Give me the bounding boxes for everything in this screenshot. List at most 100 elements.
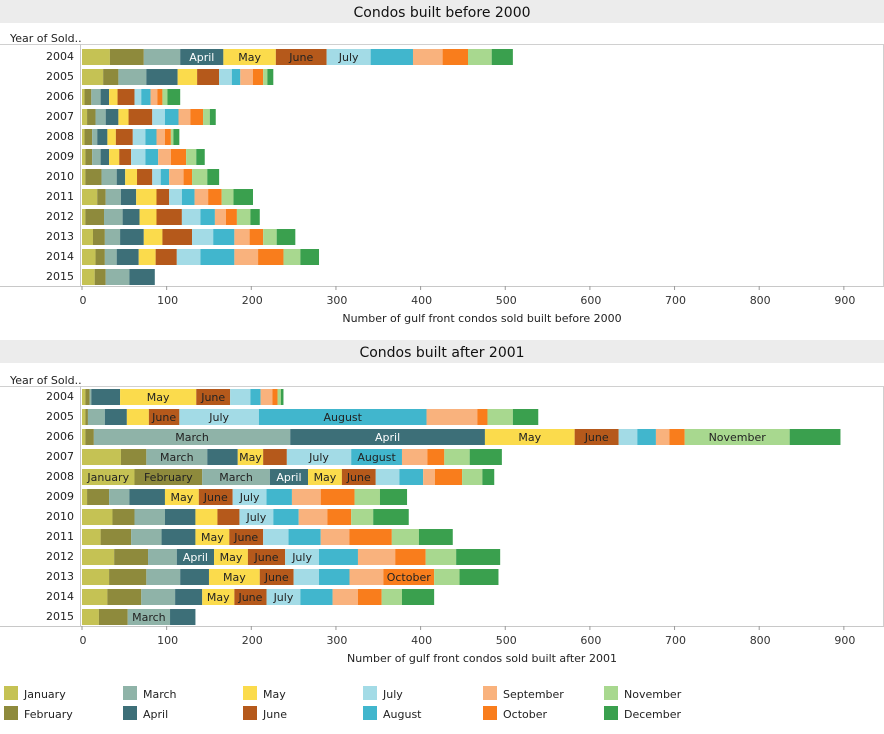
y-tick-label: 2005 bbox=[46, 70, 74, 83]
bar-segment-label: June bbox=[233, 531, 258, 544]
bar-segment bbox=[401, 449, 428, 465]
bar-segment bbox=[109, 569, 147, 585]
bar-segment bbox=[230, 389, 251, 405]
bar-segment bbox=[293, 569, 320, 585]
bar-segment bbox=[157, 89, 163, 105]
bar-segment bbox=[341, 469, 376, 485]
x-tick-label: 500 bbox=[496, 294, 517, 307]
bar-segment bbox=[684, 429, 790, 445]
bar-segment bbox=[263, 229, 277, 245]
x-tick-label: 300 bbox=[326, 294, 347, 307]
bar-segment bbox=[104, 249, 117, 265]
bar-segment bbox=[263, 529, 289, 545]
legend-label: April bbox=[143, 708, 168, 721]
bar-segment bbox=[327, 509, 352, 525]
bar-segment bbox=[120, 229, 144, 245]
y-tick-label: 2015 bbox=[46, 610, 74, 623]
bar-segment bbox=[373, 509, 409, 525]
bar-segment bbox=[266, 489, 292, 505]
bar-segment bbox=[229, 529, 264, 545]
bar-segment-label: July bbox=[291, 551, 312, 564]
bar-segment bbox=[269, 469, 309, 485]
bar-segment bbox=[132, 129, 146, 145]
bar-segment bbox=[258, 409, 427, 425]
bar-segment-label: July bbox=[308, 451, 329, 464]
bar-segment bbox=[190, 109, 204, 125]
bar-segment bbox=[252, 69, 264, 85]
bar-segment bbox=[82, 509, 113, 525]
bar-segment bbox=[208, 189, 222, 205]
legend-label: May bbox=[263, 688, 286, 701]
bar-segment bbox=[263, 449, 287, 465]
legend-label: December bbox=[624, 708, 682, 721]
bar-segment bbox=[122, 209, 140, 225]
bar-segment-label: June bbox=[254, 551, 279, 564]
x-tick-label: 900 bbox=[834, 294, 855, 307]
bar-segment-label: June bbox=[200, 391, 225, 404]
x-axis-label: Number of gulf front condos sold built a… bbox=[347, 652, 617, 665]
bar-segment bbox=[136, 189, 157, 205]
bar-segment bbox=[192, 169, 208, 185]
bar-segment bbox=[82, 149, 86, 165]
bar-segment bbox=[198, 489, 233, 505]
bar-segment bbox=[85, 209, 105, 225]
bar-segment bbox=[85, 409, 88, 425]
x-tick-label: 400 bbox=[411, 294, 432, 307]
bar-segment bbox=[148, 409, 180, 425]
bar-segment bbox=[84, 129, 93, 145]
bar-segment bbox=[176, 549, 215, 565]
bar-segment bbox=[82, 229, 94, 245]
y-tick-label: 2008 bbox=[46, 470, 74, 483]
y-tick-label: 2005 bbox=[46, 410, 74, 423]
bar-segment bbox=[249, 229, 264, 245]
bar-segment bbox=[91, 89, 101, 105]
bar-segment-label: April bbox=[276, 471, 301, 484]
bar-segment-label: May bbox=[201, 531, 224, 544]
bar-segment-label: May bbox=[314, 471, 337, 484]
bar-segment bbox=[391, 529, 419, 545]
bar-segment bbox=[351, 449, 402, 465]
legend-label: November bbox=[624, 688, 682, 701]
bar-segment bbox=[95, 109, 106, 125]
bar-segment-label: June bbox=[203, 491, 228, 504]
x-tick-label: 300 bbox=[326, 634, 347, 647]
bar-segment bbox=[258, 249, 284, 265]
y-tick-label: 2010 bbox=[46, 170, 74, 183]
bar-segment bbox=[273, 509, 299, 525]
bar-segment bbox=[82, 249, 96, 265]
bar-segment bbox=[276, 229, 296, 245]
bar-segment bbox=[357, 589, 382, 605]
bar-segment-label: June bbox=[584, 431, 609, 444]
bar-segment bbox=[183, 169, 193, 185]
bar-segment bbox=[202, 589, 235, 605]
bar-segment bbox=[94, 269, 106, 285]
bar-segment bbox=[177, 69, 198, 85]
bar-segment bbox=[101, 169, 117, 185]
x-tick-label: 800 bbox=[750, 634, 771, 647]
bar-segment bbox=[655, 429, 670, 445]
bar-segment bbox=[82, 469, 135, 485]
bar-segment bbox=[164, 489, 199, 505]
bar-segment bbox=[260, 389, 273, 405]
bar-segment bbox=[195, 529, 230, 545]
x-tick-label: 0 bbox=[80, 294, 87, 307]
bar-segment bbox=[233, 189, 253, 205]
bar-segment bbox=[444, 449, 470, 465]
x-tick-label: 400 bbox=[411, 634, 432, 647]
bar-segment bbox=[231, 69, 241, 85]
bar-segment bbox=[178, 109, 191, 125]
bar-segment bbox=[196, 149, 205, 165]
bar-segment bbox=[82, 169, 86, 185]
bar-segment bbox=[412, 49, 443, 65]
chart-title: Condos built before 2000 bbox=[353, 5, 530, 21]
bar-segment bbox=[129, 269, 155, 285]
x-tick-label: 700 bbox=[665, 634, 686, 647]
y-axis-header: Year of Sold.. bbox=[9, 32, 82, 45]
bar-segment-label: June bbox=[151, 411, 176, 424]
bar-segment bbox=[379, 489, 408, 505]
y-tick-label: 2006 bbox=[46, 430, 74, 443]
bar-segment bbox=[181, 189, 195, 205]
bar-segment bbox=[427, 449, 445, 465]
bar-segment bbox=[383, 569, 435, 585]
bar-segment bbox=[82, 449, 121, 465]
